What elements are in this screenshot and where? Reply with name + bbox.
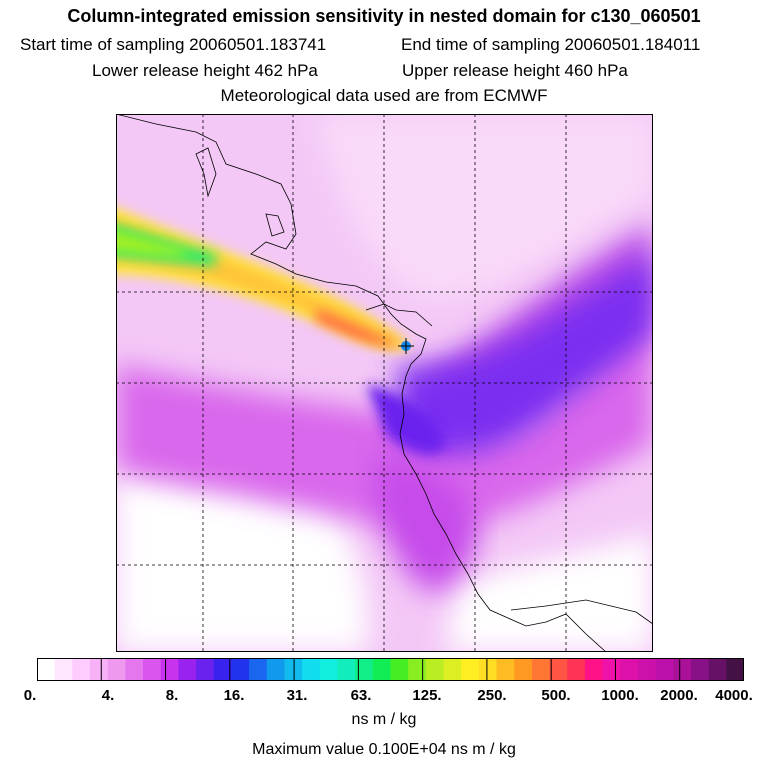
colorbar-swatch bbox=[107, 658, 126, 681]
max-value-label: Maximum value 0.100E+04 ns m / kg bbox=[252, 741, 516, 758]
colorbar-tick: 8. bbox=[165, 687, 179, 704]
colorbar-swatch bbox=[37, 658, 56, 681]
colorbar-tick: 16. bbox=[223, 687, 245, 704]
colorbar-tick: 2000. bbox=[660, 687, 698, 704]
colorbar-swatch bbox=[54, 658, 73, 681]
low-sensitivity-region-se bbox=[446, 534, 653, 652]
colorbar-swatch bbox=[231, 658, 250, 681]
colorbar-swatch bbox=[90, 658, 109, 681]
colorbar-swatch bbox=[160, 658, 179, 681]
colorbar-swatch bbox=[213, 658, 232, 681]
release-point-cross bbox=[398, 338, 414, 354]
colorbar-swatch bbox=[602, 658, 621, 681]
colorbar-swatch bbox=[584, 658, 604, 681]
colorbar-swatch bbox=[196, 658, 215, 681]
colorbar-swatch bbox=[302, 658, 321, 681]
upper-height-label: Upper release height 460 hPa bbox=[402, 61, 628, 80]
colorbar-swatch bbox=[637, 658, 657, 681]
colorbar-tick: 125. bbox=[412, 687, 442, 704]
colorbar-swatch bbox=[549, 658, 568, 681]
colorbar-swatch bbox=[620, 658, 639, 681]
colorbar-swatch bbox=[531, 658, 551, 681]
colorbar-swatch bbox=[266, 658, 285, 681]
medium-sensitivity-band bbox=[116, 294, 653, 527]
colorbar-swatch bbox=[690, 658, 710, 681]
border-outline bbox=[510, 599, 653, 625]
colorbar-swatch bbox=[355, 658, 374, 681]
colorbar-tick: 1000. bbox=[601, 687, 639, 704]
colorbar-frame bbox=[37, 658, 744, 681]
coastal-core bbox=[366, 384, 446, 455]
colorbar-swatch bbox=[478, 658, 498, 681]
colorbar-swatch bbox=[372, 658, 391, 681]
plume-lime bbox=[116, 230, 186, 257]
sensitivity-map bbox=[116, 114, 653, 652]
colorbar-swatch bbox=[425, 658, 445, 681]
colorbar-tick: 31. bbox=[286, 687, 308, 704]
lower-height-label: Lower release height 462 hPa bbox=[92, 61, 318, 80]
colorbar-swatch bbox=[72, 658, 91, 681]
colorbar-swatch bbox=[726, 658, 744, 681]
colorbar bbox=[37, 658, 744, 681]
upper-light-region bbox=[316, 114, 653, 299]
island-outline-2 bbox=[265, 213, 285, 237]
low-sensitivity-region bbox=[116, 474, 368, 652]
colorbar-swatch bbox=[567, 658, 586, 681]
units-label: ns m / kg bbox=[351, 711, 417, 728]
colorbar-swatch bbox=[655, 658, 674, 681]
colorbar-swatch bbox=[125, 658, 144, 681]
colorbar-swatch bbox=[514, 658, 533, 681]
high-sensitivity-core bbox=[396, 254, 653, 455]
colorbar-swatch bbox=[496, 658, 515, 681]
colorbar-swatch bbox=[390, 658, 409, 681]
colorbar-swatch bbox=[461, 658, 480, 681]
colorbar-swatch bbox=[443, 658, 462, 681]
colorbar-swatch bbox=[249, 658, 268, 681]
colorbar-swatch bbox=[143, 658, 162, 681]
start-time-label: Start time of sampling 20060501.183741 bbox=[20, 35, 327, 54]
colorbar-swatch bbox=[319, 658, 338, 681]
end-time-label: End time of sampling 20060501.184011 bbox=[401, 35, 701, 54]
southern-extension bbox=[376, 454, 478, 594]
coastline bbox=[116, 114, 607, 652]
colorbar-tick: 4. bbox=[101, 687, 115, 704]
plume-red bbox=[316, 310, 401, 347]
colorbar-swatch bbox=[408, 658, 427, 681]
colorbar-tick: 63. bbox=[350, 687, 372, 704]
colorbar-tick: 0. bbox=[23, 687, 37, 704]
colorbar-tick: 4000. bbox=[715, 687, 753, 704]
inland-outline bbox=[365, 303, 433, 327]
colorbar-swatch bbox=[178, 658, 197, 681]
colorbar-swatch bbox=[284, 658, 303, 681]
map-frame bbox=[116, 114, 653, 652]
colorbar-tick: 500. bbox=[541, 687, 571, 704]
colorbar-tick: 250. bbox=[477, 687, 507, 704]
plot-title: Column-integrated emission sensitivity i… bbox=[67, 6, 701, 26]
colorbar-swatch bbox=[673, 658, 692, 681]
colorbar-swatch bbox=[337, 658, 356, 681]
colorbar-swatch bbox=[708, 658, 727, 681]
met-data-label: Meteorological data used are from ECMWF bbox=[220, 86, 548, 105]
